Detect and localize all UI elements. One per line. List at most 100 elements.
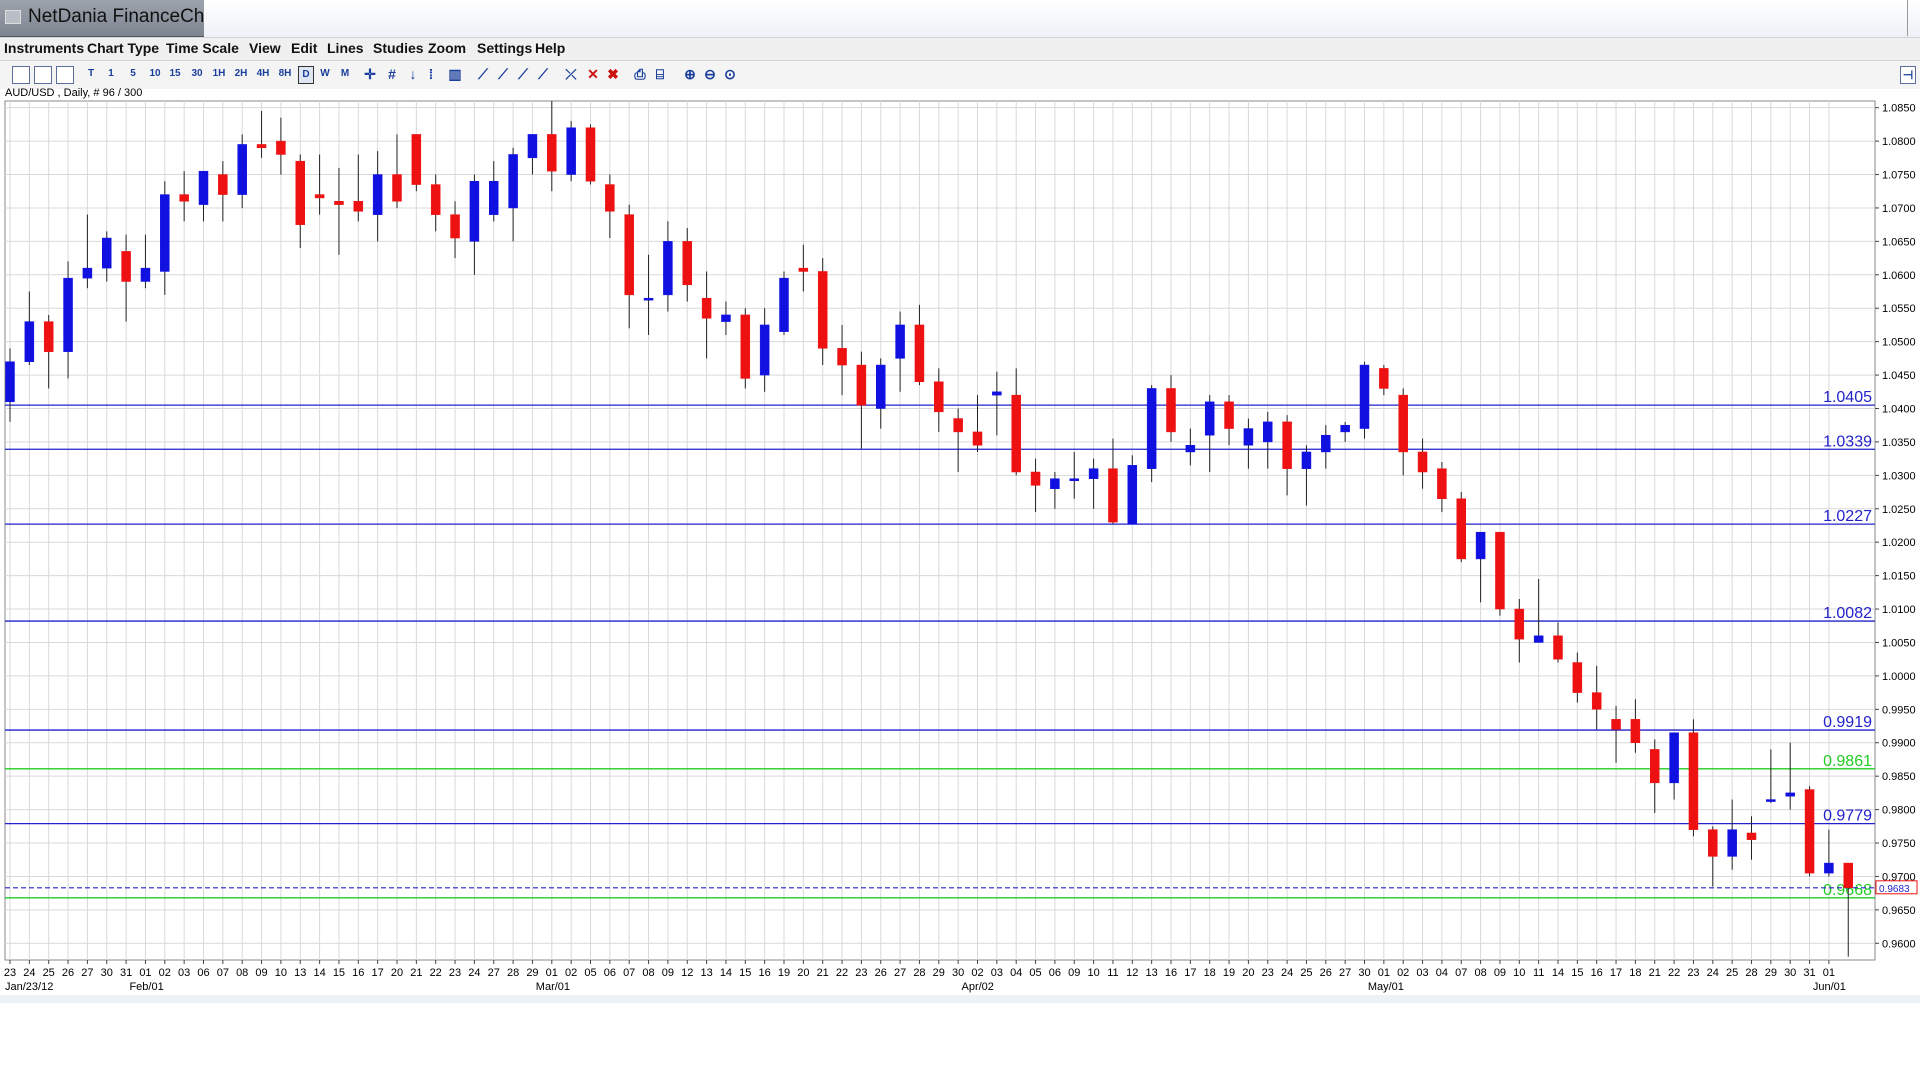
candle-body[interactable]	[1475, 531, 1486, 560]
candle-body[interactable]	[392, 174, 402, 202]
draw-icon[interactable]: ⟋	[538, 66, 548, 82]
candle-body[interactable]	[682, 241, 692, 286]
candle-body[interactable]	[1553, 635, 1563, 660]
scale-4h[interactable]: 4H	[256, 68, 270, 79]
candle-body[interactable]	[1166, 388, 1176, 433]
preview-icon[interactable]: ⌸	[655, 66, 665, 82]
candle-body[interactable]	[1437, 468, 1447, 499]
candle-body[interactable]	[1263, 421, 1273, 443]
candle-body[interactable]	[1185, 445, 1196, 453]
candle-body[interactable]	[450, 214, 460, 239]
candle-body[interactable]	[1843, 862, 1853, 889]
menu-edit[interactable]: Edit	[291, 40, 318, 56]
scale-30m[interactable]: 30	[191, 68, 203, 79]
zoom-out-icon[interactable]: ⊖	[704, 66, 716, 82]
candle-body[interactable]	[1785, 792, 1795, 797]
delete-icon[interactable]: ✕	[587, 66, 599, 82]
candle-body[interactable]	[1398, 394, 1408, 453]
candle-body[interactable]	[1688, 732, 1699, 830]
menu-settings[interactable]: Settings	[477, 40, 533, 56]
candle-body[interactable]	[1804, 789, 1815, 874]
candle-body[interactable]	[1282, 421, 1292, 469]
candle-body[interactable]	[179, 194, 189, 202]
candle-body[interactable]	[934, 381, 944, 413]
menu-instruments[interactable]: Instruments	[4, 40, 85, 56]
candle-body[interactable]	[1069, 478, 1079, 481]
candle-body[interactable]	[585, 127, 596, 182]
candle-body[interactable]	[643, 297, 654, 301]
scale-2h[interactable]: 2H	[234, 68, 248, 79]
candle-body[interactable]	[1030, 471, 1041, 486]
candle-body[interactable]	[663, 241, 673, 296]
candle-body[interactable]	[895, 324, 905, 359]
candle-body[interactable]	[1321, 434, 1331, 453]
candle-body[interactable]	[701, 297, 712, 319]
candle-body[interactable]	[121, 251, 131, 282]
candle-body[interactable]	[1650, 749, 1660, 784]
zoom-in-icon[interactable]: ⊕	[684, 66, 696, 82]
candle-body[interactable]	[1127, 465, 1138, 525]
candle-body[interactable]	[1243, 428, 1254, 446]
scale-tick[interactable]: T	[87, 68, 95, 79]
candle-body[interactable]	[876, 364, 886, 409]
candle-body[interactable]	[1766, 799, 1776, 802]
scale-1h[interactable]: 1H	[212, 68, 226, 79]
line-chart-icon[interactable]	[56, 66, 74, 84]
candle-body[interactable]	[102, 237, 112, 269]
candle-body[interactable]	[43, 321, 54, 352]
candle-body[interactable]	[1727, 829, 1737, 857]
menu-lines[interactable]: Lines	[327, 40, 364, 56]
print-icon[interactable]: ⎙	[634, 66, 646, 82]
candle-body[interactable]	[1379, 368, 1389, 389]
candle-body[interactable]	[1514, 608, 1525, 640]
line-tool-icon[interactable]: ⟋	[478, 66, 488, 82]
candle-body[interactable]	[256, 144, 267, 149]
candle-body[interactable]	[759, 324, 770, 376]
arrow-tool-icon[interactable]: ↓	[409, 66, 417, 82]
menu-chart-type[interactable]: Chart Type	[87, 40, 160, 56]
candle-body[interactable]	[508, 154, 518, 209]
candle-body[interactable]	[489, 180, 499, 215]
candle-body[interactable]	[837, 348, 847, 366]
scale-5m[interactable]: 5	[130, 68, 136, 79]
candle-body[interactable]	[1824, 862, 1834, 874]
candle-body[interactable]	[411, 134, 422, 185]
candle-body[interactable]	[1108, 468, 1118, 523]
candle-body[interactable]	[566, 127, 576, 175]
candle-body[interactable]	[624, 214, 634, 296]
candle-body[interactable]	[82, 267, 93, 279]
candle-body[interactable]	[953, 418, 963, 433]
candle-body[interactable]	[140, 267, 151, 282]
candle-body[interactable]	[276, 140, 286, 155]
candle-body[interactable]	[856, 364, 867, 406]
delete-all-icon[interactable]: ✖	[607, 66, 619, 82]
candle-body[interactable]	[992, 391, 1002, 396]
candle-body[interactable]	[1572, 662, 1583, 693]
grid-icon[interactable]: #	[388, 66, 396, 82]
scale-monthly[interactable]: M	[340, 68, 350, 79]
candle-body[interactable]	[1495, 531, 1505, 610]
candle-body[interactable]	[798, 267, 809, 272]
candle-body[interactable]	[1708, 829, 1718, 857]
candle-body[interactable]	[372, 174, 383, 215]
candle-body[interactable]	[527, 134, 538, 159]
chart-settings-icon[interactable]	[34, 66, 52, 84]
candle-body[interactable]	[1611, 719, 1621, 730]
candle-body[interactable]	[314, 194, 325, 199]
candle-body[interactable]	[5, 361, 15, 403]
pointer-icon[interactable]: ⤫	[565, 66, 577, 82]
chart-type-icon[interactable]	[12, 66, 30, 84]
channel-icon[interactable]: ⟋	[518, 66, 528, 82]
candle-body[interactable]	[740, 314, 751, 379]
scale-8h[interactable]: 8H	[278, 68, 292, 79]
candle-body[interactable]	[1456, 498, 1466, 560]
candle-body[interactable]	[218, 174, 228, 195]
candle-body[interactable]	[469, 180, 480, 242]
scale-10m[interactable]: 10	[149, 68, 161, 79]
candle-body[interactable]	[198, 170, 209, 205]
candle-body[interactable]	[1630, 719, 1641, 743]
candle-body[interactable]	[295, 160, 305, 225]
candle-body[interactable]	[817, 271, 828, 349]
candle-body[interactable]	[63, 277, 73, 352]
candle-body[interactable]	[160, 194, 170, 272]
